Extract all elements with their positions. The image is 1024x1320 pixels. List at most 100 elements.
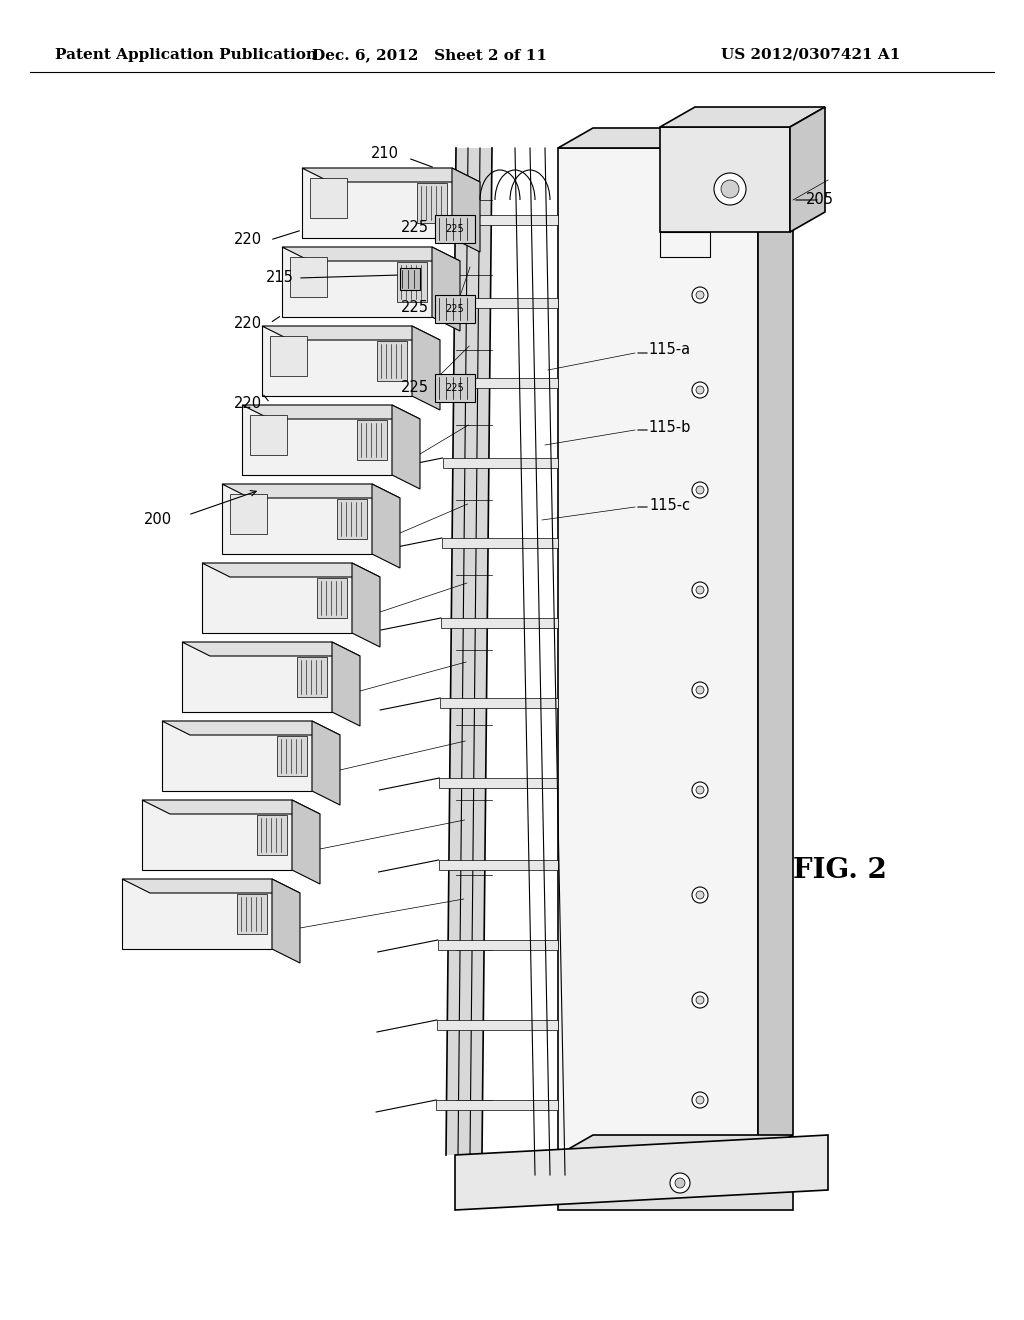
Circle shape (696, 586, 705, 594)
Polygon shape (282, 247, 460, 261)
Polygon shape (122, 879, 300, 894)
Polygon shape (442, 458, 558, 469)
Polygon shape (435, 374, 475, 403)
Polygon shape (440, 698, 558, 708)
Polygon shape (242, 405, 420, 418)
Circle shape (692, 286, 708, 304)
Polygon shape (250, 414, 287, 455)
Polygon shape (337, 499, 367, 539)
Polygon shape (435, 215, 475, 243)
Polygon shape (297, 657, 327, 697)
Polygon shape (270, 337, 307, 376)
Polygon shape (237, 894, 267, 935)
Text: Dec. 6, 2012   Sheet 2 of 11: Dec. 6, 2012 Sheet 2 of 11 (312, 48, 548, 62)
Circle shape (692, 781, 708, 799)
Circle shape (692, 887, 708, 903)
Circle shape (692, 993, 708, 1008)
Polygon shape (558, 148, 758, 1155)
Circle shape (696, 1096, 705, 1104)
Polygon shape (377, 341, 407, 381)
Polygon shape (290, 257, 327, 297)
Polygon shape (458, 148, 480, 1155)
Text: 200: 200 (144, 512, 172, 528)
Circle shape (692, 381, 708, 399)
Polygon shape (441, 618, 558, 628)
Polygon shape (242, 405, 392, 475)
Circle shape (675, 1177, 685, 1188)
Polygon shape (262, 326, 412, 396)
Polygon shape (310, 178, 347, 218)
Text: 220: 220 (233, 396, 262, 411)
Polygon shape (455, 1135, 828, 1210)
Text: 225: 225 (401, 380, 429, 395)
Circle shape (696, 997, 705, 1005)
Polygon shape (262, 326, 440, 341)
Text: 210: 210 (371, 145, 399, 161)
Polygon shape (202, 564, 380, 577)
Polygon shape (558, 128, 793, 148)
Polygon shape (302, 168, 480, 182)
Polygon shape (302, 168, 452, 238)
Polygon shape (445, 215, 558, 224)
Polygon shape (142, 800, 292, 870)
Polygon shape (400, 268, 420, 290)
Text: 225: 225 (445, 224, 464, 234)
Text: 220: 220 (233, 315, 262, 330)
Polygon shape (282, 247, 432, 317)
Polygon shape (446, 148, 468, 1155)
Polygon shape (452, 168, 480, 252)
Text: 115-b: 115-b (649, 421, 691, 436)
Text: 225: 225 (445, 304, 464, 314)
Circle shape (696, 486, 705, 494)
Circle shape (692, 1092, 708, 1107)
Polygon shape (441, 539, 558, 548)
Polygon shape (437, 1020, 558, 1030)
Polygon shape (470, 148, 492, 1155)
Text: 215: 215 (266, 271, 294, 285)
Circle shape (696, 290, 705, 300)
Polygon shape (439, 777, 558, 788)
Polygon shape (122, 879, 272, 949)
Polygon shape (558, 1135, 793, 1155)
Polygon shape (372, 484, 400, 568)
Text: FIG. 2: FIG. 2 (793, 857, 887, 883)
Circle shape (692, 482, 708, 498)
Polygon shape (443, 378, 558, 388)
Polygon shape (558, 1155, 793, 1210)
Circle shape (696, 785, 705, 795)
Text: 220: 220 (233, 232, 262, 248)
Polygon shape (257, 814, 287, 855)
Polygon shape (312, 721, 340, 805)
Text: 225: 225 (401, 220, 429, 235)
Polygon shape (660, 107, 825, 127)
Polygon shape (182, 642, 360, 656)
Polygon shape (202, 564, 352, 634)
Polygon shape (397, 261, 427, 302)
Polygon shape (435, 294, 475, 323)
Text: 225: 225 (445, 383, 464, 393)
Circle shape (696, 686, 705, 694)
Polygon shape (392, 405, 420, 488)
Polygon shape (357, 420, 387, 459)
Polygon shape (162, 721, 340, 735)
Polygon shape (352, 564, 380, 647)
Text: 115-a: 115-a (649, 342, 691, 358)
Polygon shape (790, 107, 825, 232)
Text: 225: 225 (401, 301, 429, 315)
Polygon shape (182, 642, 332, 711)
Circle shape (696, 385, 705, 393)
Text: Patent Application Publication: Patent Application Publication (55, 48, 317, 62)
Polygon shape (272, 879, 300, 964)
Polygon shape (292, 800, 319, 884)
Polygon shape (222, 484, 372, 554)
Text: 205: 205 (806, 193, 834, 207)
Polygon shape (317, 578, 347, 618)
Circle shape (714, 173, 746, 205)
Circle shape (692, 682, 708, 698)
Polygon shape (230, 494, 267, 535)
Circle shape (692, 582, 708, 598)
Text: 115-c: 115-c (649, 498, 690, 512)
Polygon shape (444, 298, 558, 308)
Polygon shape (758, 128, 793, 1155)
Polygon shape (142, 800, 319, 814)
